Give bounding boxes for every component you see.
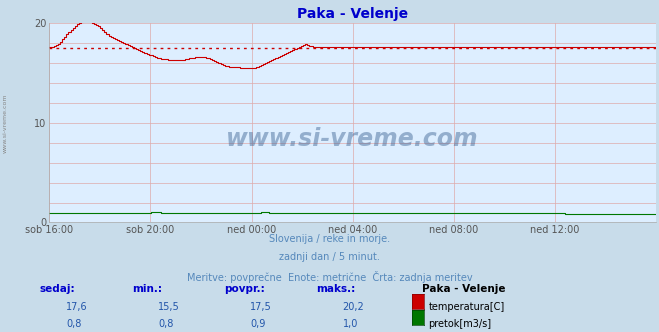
Text: 15,5: 15,5	[158, 302, 180, 312]
Text: Paka - Velenje: Paka - Velenje	[422, 284, 505, 294]
Text: Meritve: povprečne  Enote: metrične  Črta: zadnja meritev: Meritve: povprečne Enote: metrične Črta:…	[186, 271, 473, 283]
Text: min.:: min.:	[132, 284, 162, 294]
Text: zadnji dan / 5 minut.: zadnji dan / 5 minut.	[279, 252, 380, 262]
Text: 1,0: 1,0	[343, 319, 358, 329]
Text: povpr.:: povpr.:	[224, 284, 265, 294]
Text: pretok[m3/s]: pretok[m3/s]	[428, 319, 492, 329]
Text: 17,5: 17,5	[250, 302, 272, 312]
Text: temperatura[C]: temperatura[C]	[428, 302, 505, 312]
Title: Paka - Velenje: Paka - Velenje	[297, 7, 408, 21]
Text: 0,8: 0,8	[66, 319, 81, 329]
Text: sedaj:: sedaj:	[40, 284, 75, 294]
Text: 20,2: 20,2	[343, 302, 364, 312]
Text: 17,6: 17,6	[66, 302, 88, 312]
Text: 0,8: 0,8	[158, 319, 173, 329]
Text: www.si-vreme.com: www.si-vreme.com	[3, 93, 8, 153]
Text: maks.:: maks.:	[316, 284, 356, 294]
Text: Slovenija / reke in morje.: Slovenija / reke in morje.	[269, 234, 390, 244]
Text: www.si-vreme.com: www.si-vreme.com	[226, 127, 479, 151]
Text: 0,9: 0,9	[250, 319, 266, 329]
